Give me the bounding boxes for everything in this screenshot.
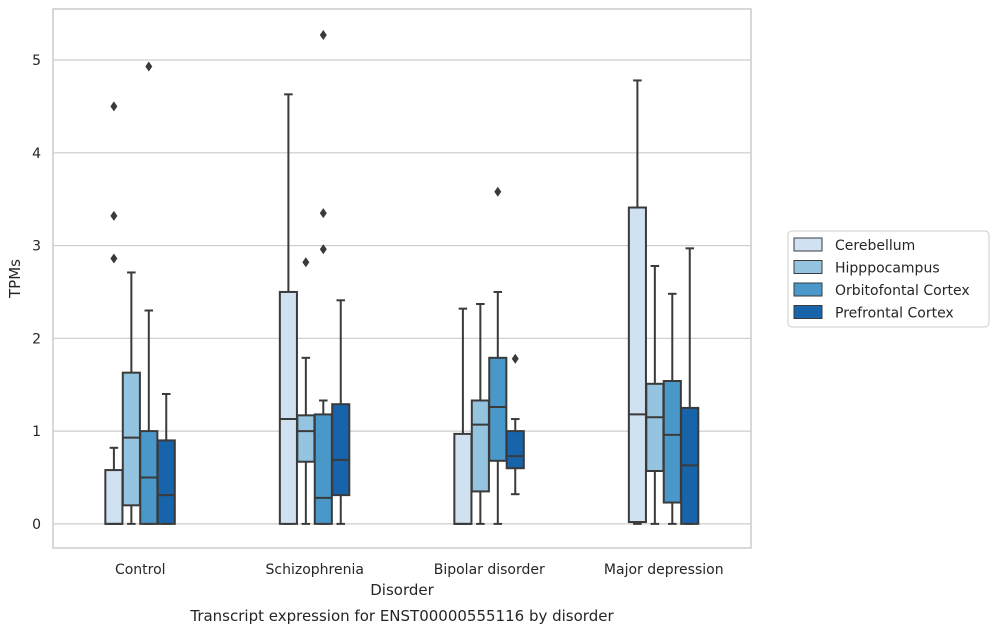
box-iqr (662, 380, 682, 504)
box-iqr (313, 413, 333, 525)
y-axis-label: TPMs (6, 259, 24, 299)
y-tick-label: 3 (32, 239, 41, 255)
outlier-point (145, 61, 153, 72)
y-tick-label: 4 (32, 146, 41, 162)
y-tick-label: 2 (32, 331, 41, 347)
legend-label: Orbitofontal Cortex (835, 283, 970, 299)
box-iqr (156, 439, 176, 525)
legend-label: Hipppocampus (835, 261, 940, 277)
box-prefrontal-cortex-0 (156, 393, 176, 525)
plot-area-frame (52, 8, 752, 549)
legend-swatch (793, 305, 823, 319)
box-iqr (470, 399, 490, 493)
box-orbitofontal-cortex-2 (488, 186, 508, 525)
y-tick-labels: 0 1 2 3 4 5 (32, 53, 41, 533)
box-hipppocampus-3 (645, 264, 665, 525)
outlier-point (110, 101, 118, 112)
box-cerebellum-3 (627, 79, 647, 525)
outlier-point (494, 186, 502, 197)
box-hipppocampus-1 (296, 257, 316, 525)
chart-title: Transcript expression for ENST0000055511… (189, 607, 614, 625)
legend: Cerebellum Hipppocampus Orbitofontal Corte… (787, 230, 990, 328)
legend-swatch (793, 237, 823, 252)
outlier-point (319, 29, 327, 40)
x-axis-label: Disorder (370, 581, 434, 599)
box-prefrontal-cortex-3 (680, 247, 700, 525)
box-iqr (331, 403, 351, 497)
box-iqr (627, 206, 647, 524)
outlier-point (110, 253, 118, 264)
box-prefrontal-cortex-2 (505, 353, 525, 496)
y-tick-label: 1 (32, 424, 41, 440)
y-tick-label: 0 (32, 517, 41, 533)
box-iqr (453, 432, 473, 525)
box-iqr (104, 469, 124, 525)
boxes (104, 29, 700, 525)
outlier-point (110, 210, 118, 221)
outlier-point (511, 353, 519, 364)
x-tick-label: Schizophrenia (266, 562, 364, 578)
x-tick-label: Bipolar disorder (434, 562, 545, 578)
box-orbitofontal-cortex-3 (662, 292, 682, 525)
box-cerebellum-2 (453, 307, 473, 525)
box-hipppocampus-2 (470, 303, 490, 525)
box-iqr (278, 290, 298, 525)
box-orbitofontal-cortex-0 (139, 61, 159, 525)
box-iqr (296, 414, 316, 463)
outlier-point (302, 257, 310, 268)
box-cerebellum-1 (278, 93, 298, 525)
outlier-point (319, 208, 327, 219)
box-cerebellum-0 (104, 101, 124, 525)
x-tick-labels: Control Schizophrenia Bipolar disorder Majo… (115, 562, 724, 578)
legend-label: Prefrontal Cortex (835, 306, 954, 322)
box-prefrontal-cortex-1 (331, 299, 351, 525)
legend-box (787, 230, 990, 328)
legend-swatch (793, 282, 823, 297)
box-iqr (505, 430, 525, 470)
legend-label: Cerebellum (835, 238, 915, 254)
box-iqr (645, 382, 665, 472)
x-tick-label: Major depression (604, 562, 724, 578)
box-iqr (488, 356, 508, 462)
legend-swatch (793, 260, 823, 274)
box-hipppocampus-0 (121, 271, 141, 525)
outlier-point (319, 244, 327, 255)
box-iqr (121, 371, 141, 507)
y-tick-label: 5 (32, 53, 41, 69)
box-orbitofontal-cortex-1 (313, 29, 333, 525)
x-tick-label: Control (115, 562, 166, 578)
